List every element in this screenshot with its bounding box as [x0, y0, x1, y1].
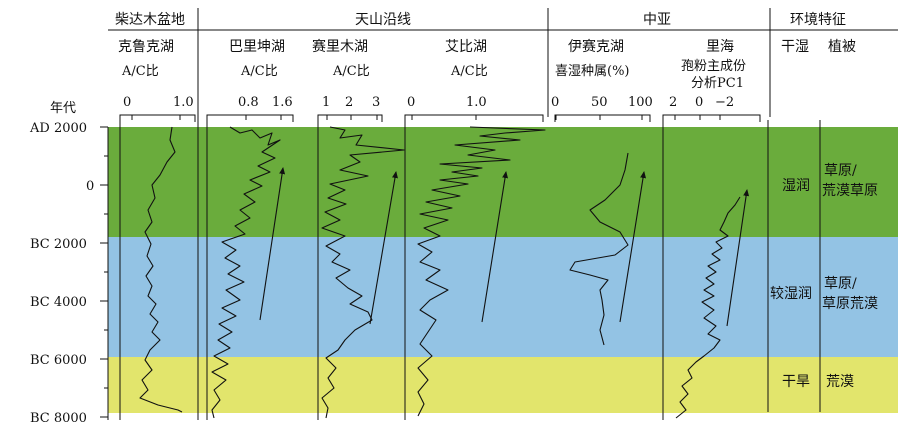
tick-ebinur-0: 0	[407, 95, 415, 110]
tick-issyk-0: 0	[551, 95, 559, 110]
y-axis	[100, 126, 109, 420]
panel-axes	[119, 114, 821, 420]
site-measure-ebinur: A/C比	[450, 64, 488, 79]
trend-arrow-caspian	[726, 189, 750, 327]
trend-arrow-issyk	[619, 171, 647, 323]
tick-caspian-1: 0	[695, 95, 703, 110]
site-name-barkol: 巴里坤湖	[229, 39, 285, 55]
site-measure-keluke: A/C比	[121, 64, 159, 79]
curve-ebinur	[417, 126, 546, 417]
header-vegetation: 植被	[828, 39, 856, 55]
zone-moderate-veg-1: 草原/	[824, 276, 857, 292]
site-measure-barkol: A/C比	[240, 64, 278, 79]
tick-caspian-0: 2	[669, 95, 677, 110]
group-environment: 环境特征	[790, 12, 846, 28]
tick-sayram-2: 3	[372, 95, 380, 110]
site-measure-caspian-1: 孢粉主成份	[681, 59, 746, 74]
tick-keluke-0: 0	[123, 95, 131, 110]
zone-arid-moisture: 干旱	[782, 374, 810, 390]
zone-wet-moisture: 湿润	[782, 178, 810, 194]
curve-keluke	[139, 126, 183, 413]
header-moisture: 干湿	[781, 39, 809, 55]
tick-keluke-1: 1.0	[173, 95, 194, 110]
y-axis-title: 年代	[50, 101, 76, 116]
zone-arid-veg: 荒漠	[826, 374, 854, 390]
curve-barkol	[211, 126, 281, 419]
y-label-0: 0	[86, 179, 94, 194]
zone-moderate-veg-2: 草原荒漠	[822, 296, 878, 312]
tick-issyk-2: 100	[628, 95, 653, 110]
trend-arrow-ebinur	[481, 171, 509, 323]
y-label-bc6000: BC 6000	[30, 353, 87, 368]
zone-wet-band	[108, 127, 898, 237]
site-measure-sayram: A/C比	[332, 64, 370, 79]
tick-barkol-1: 1.6	[272, 95, 293, 110]
site-name-sayram: 赛里木湖	[312, 39, 368, 55]
tick-issyk-1: 50	[591, 95, 608, 110]
site-measure-caspian-2: 分析PC1	[691, 76, 744, 91]
site-name-issyk: 伊赛克湖	[568, 39, 624, 55]
tick-barkol-0: 0.8	[238, 95, 259, 110]
group-central-asia: 中亚	[643, 12, 671, 28]
curve-issyk	[569, 152, 629, 346]
curve-sayram	[321, 126, 405, 419]
site-name-keluke: 克鲁克湖	[118, 39, 174, 55]
site-name-caspian: 里海	[706, 39, 734, 55]
tick-ebinur-1: 1.0	[466, 95, 487, 110]
tick-sayram-1: 2	[345, 95, 353, 110]
zone-wet-veg-1: 草原/	[824, 163, 857, 179]
y-label-ad2000: AD 2000	[29, 121, 87, 136]
curve-caspian	[675, 196, 741, 419]
zone-moderate-moisture: 较湿润	[770, 286, 812, 302]
zone-arid-band	[108, 357, 898, 413]
group-tianshan: 天山沿线	[355, 12, 411, 28]
zone-wet-veg-2: 荒漠草原	[822, 183, 878, 199]
group-qaidam: 柴达木盆地	[115, 12, 185, 28]
y-label-bc2000: BC 2000	[30, 237, 87, 252]
tick-caspian-2: −2	[715, 95, 734, 110]
site-measure-issyk: 喜湿种属(%)	[555, 64, 630, 79]
zone-moderate-band	[108, 237, 898, 357]
header-dividers	[108, 8, 898, 420]
y-label-bc4000: BC 4000	[30, 295, 87, 310]
site-name-ebinur: 艾比湖	[445, 39, 487, 55]
trend-arrow-sayram	[369, 171, 398, 325]
y-label-bc8000: BC 8000	[30, 411, 87, 426]
tick-sayram-0: 1	[322, 95, 330, 110]
trend-arrow-barkol	[259, 167, 286, 321]
